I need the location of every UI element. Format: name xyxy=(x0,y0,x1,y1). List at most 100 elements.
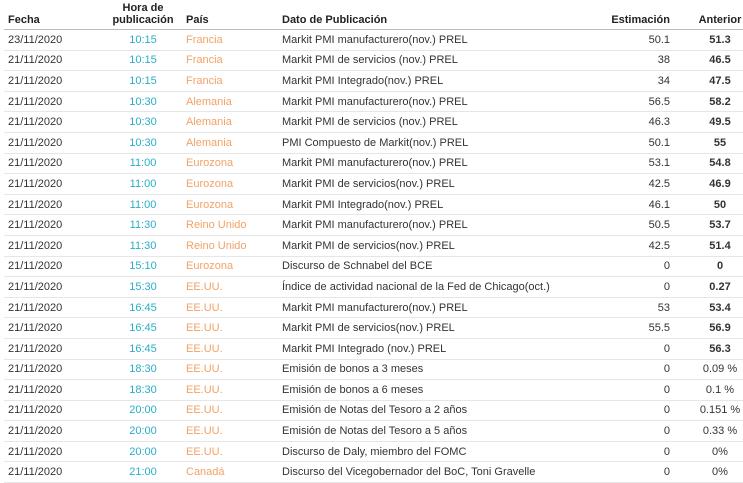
table-row: 21/11/2020 20:00 EE.UU. Discurso de Daly, m… xyxy=(4,441,743,463)
date-cell: 21/11/2020 xyxy=(4,461,104,483)
calendar-table: Fecha Hora de publicación País Dato de Publ… xyxy=(4,0,743,483)
date-cell: 21/11/2020 xyxy=(4,297,104,319)
time-cell: 21:00 xyxy=(104,461,182,483)
date-cell: 21/11/2020 xyxy=(4,111,104,133)
estimate-cell: 0 xyxy=(586,420,686,442)
table-row: 21/11/2020 10:30 Alemania PMI Compuesto de … xyxy=(4,132,743,154)
table-row: 21/11/2020 11:00 Eurozona Markit PMI Integr… xyxy=(4,194,743,216)
date-cell: 23/11/2020 xyxy=(4,29,104,51)
table-row: 21/11/2020 18:30 EE.UU. Emisión de bonos a … xyxy=(4,379,743,401)
time-cell: 11:30 xyxy=(104,235,182,257)
time-cell: 18:30 xyxy=(104,379,182,401)
time-cell: 10:30 xyxy=(104,111,182,133)
event-cell: Emisión de bonos a 6 meses xyxy=(278,379,586,401)
event-cell: Discurso de Daly, miembro del FOMC xyxy=(278,441,586,463)
table-row: 21/11/2020 11:00 Eurozona Markit PMI manufa… xyxy=(4,153,743,175)
previous-cell: 47.5 xyxy=(686,70,743,92)
country-cell: Alemania xyxy=(182,111,278,133)
date-cell: 21/11/2020 xyxy=(4,441,104,463)
event-cell: PMI Compuesto de Markit(nov.) PREL xyxy=(278,132,586,154)
time-cell: 10:15 xyxy=(104,29,182,51)
event-cell: Markit PMI Integrado (nov.) PREL xyxy=(278,338,586,360)
date-cell: 21/11/2020 xyxy=(4,91,104,113)
estimate-cell: 0 xyxy=(586,276,686,298)
table-row: 21/11/2020 18:30 EE.UU. Emisión de bonos a … xyxy=(4,359,743,381)
event-cell: Markit PMI de servicios (nov.) PREL xyxy=(278,50,586,72)
date-cell: 21/11/2020 xyxy=(4,338,104,360)
previous-cell: 46.5 xyxy=(686,50,743,72)
previous-cell: 51.4 xyxy=(686,235,743,257)
event-cell: Emisión de bonos a 3 meses xyxy=(278,359,586,381)
country-cell: Francia xyxy=(182,50,278,72)
time-cell: 15:10 xyxy=(104,256,182,278)
date-cell: 21/11/2020 xyxy=(4,132,104,154)
country-cell: EE.UU. xyxy=(182,297,278,319)
event-cell: Discurso del Vicegobernador del BoC, Ton… xyxy=(278,461,586,483)
country-cell: EE.UU. xyxy=(182,276,278,298)
table-row: 21/11/2020 15:30 EE.UU. Índice de actividad… xyxy=(4,276,743,298)
table-row: 21/11/2020 11:00 Eurozona Markit PMI de ser… xyxy=(4,173,743,195)
date-cell: 21/11/2020 xyxy=(4,235,104,257)
time-cell: 10:30 xyxy=(104,91,182,113)
estimate-cell: 50.1 xyxy=(586,132,686,154)
previous-cell: 55 xyxy=(686,132,743,154)
country-cell: EE.UU. xyxy=(182,379,278,401)
previous-cell: 0.1 % xyxy=(686,379,743,401)
header-cell: Hora de publicación xyxy=(104,0,182,30)
previous-cell: 0 xyxy=(686,256,743,278)
date-cell: 21/11/2020 xyxy=(4,194,104,216)
country-cell: EE.UU. xyxy=(182,420,278,442)
header-cell: País xyxy=(182,0,278,30)
estimate-cell: 0 xyxy=(586,461,686,483)
header-cell: Fecha xyxy=(4,0,104,30)
country-cell: Canadá xyxy=(182,461,278,483)
country-cell: Alemania xyxy=(182,91,278,113)
event-cell: Markit PMI manufacturero(nov.) PREL xyxy=(278,29,586,51)
country-cell: EE.UU. xyxy=(182,441,278,463)
table-row: 21/11/2020 16:45 EE.UU. Markit PMI Integrad… xyxy=(4,338,743,360)
country-cell: Reino Unido xyxy=(182,235,278,257)
event-cell: Markit PMI de servicios (nov.) PREL xyxy=(278,111,586,133)
table-row: 23/11/2020 10:15 Francia Markit PMI manufac… xyxy=(4,29,743,51)
header-cell: Estimación xyxy=(586,0,686,30)
event-cell: Markit PMI manufacturero(nov.) PREL xyxy=(278,91,586,113)
previous-cell: 0% xyxy=(686,441,743,463)
event-cell: Emisión de Notas del Tesoro a 5 años xyxy=(278,420,586,442)
country-cell: EE.UU. xyxy=(182,338,278,360)
table-row: 21/11/2020 10:30 Alemania Markit PMI manufa… xyxy=(4,91,743,113)
time-cell: 20:00 xyxy=(104,400,182,422)
previous-cell: 56.9 xyxy=(686,317,743,339)
event-cell: Discurso de Schnabel del BCE xyxy=(278,256,586,278)
estimate-cell: 34 xyxy=(586,70,686,92)
table-row: 21/11/2020 16:45 EE.UU. Markit PMI de servi… xyxy=(4,317,743,339)
country-cell: Francia xyxy=(182,29,278,51)
time-cell: 20:00 xyxy=(104,441,182,463)
time-cell: 11:00 xyxy=(104,153,182,175)
estimate-cell: 56.5 xyxy=(586,91,686,113)
table-row: 21/11/2020 16:45 EE.UU. Markit PMI manufact… xyxy=(4,297,743,319)
table-row: 21/11/2020 21:00 Canadá Discurso del Vicego… xyxy=(4,461,743,483)
date-cell: 21/11/2020 xyxy=(4,214,104,236)
previous-cell: 58.2 xyxy=(686,91,743,113)
estimate-cell: 42.5 xyxy=(586,235,686,257)
event-cell: Markit PMI manufacturero(nov.) PREL xyxy=(278,297,586,319)
table-row: 21/11/2020 20:00 EE.UU. Emisión de Notas de… xyxy=(4,400,743,422)
country-cell: Eurozona xyxy=(182,153,278,175)
date-cell: 21/11/2020 xyxy=(4,256,104,278)
event-cell: Markit PMI Integrado(nov.) PREL xyxy=(278,194,586,216)
table-row: 21/11/2020 10:15 Francia Markit PMI Integra… xyxy=(4,70,743,92)
date-cell: 21/11/2020 xyxy=(4,420,104,442)
time-cell: 10:15 xyxy=(104,50,182,72)
previous-cell: 53.7 xyxy=(686,214,743,236)
previous-cell: 50 xyxy=(686,194,743,216)
country-cell: EE.UU. xyxy=(182,400,278,422)
time-cell: 11:00 xyxy=(104,194,182,216)
estimate-cell: 0 xyxy=(586,359,686,381)
country-cell: Eurozona xyxy=(182,194,278,216)
country-cell: Eurozona xyxy=(182,256,278,278)
date-cell: 21/11/2020 xyxy=(4,50,104,72)
estimate-cell: 0 xyxy=(586,379,686,401)
estimate-cell: 46.3 xyxy=(586,111,686,133)
estimate-cell: 0 xyxy=(586,400,686,422)
date-cell: 21/11/2020 xyxy=(4,276,104,298)
